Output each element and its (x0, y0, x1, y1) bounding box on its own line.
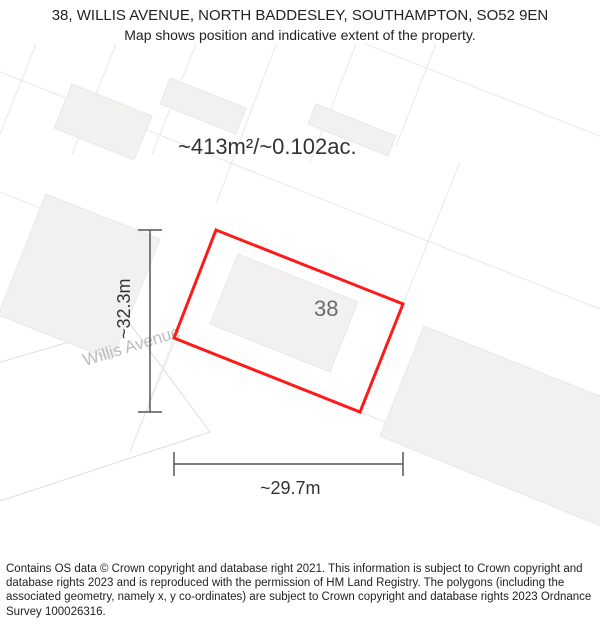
dim-h-label: ~29.7m (260, 478, 321, 498)
area-label: ~413m²/~0.102ac. (178, 134, 357, 159)
page-root: 38, WILLIS AVENUE, NORTH BADDESLEY, SOUT… (0, 0, 600, 625)
dim-v-label: ~32.3m (114, 278, 134, 339)
map-caption: Map shows position and indicative extent… (0, 26, 600, 44)
copyright-footer: Contains OS data © Crown copyright and d… (6, 562, 594, 620)
property-number: 38 (314, 296, 338, 321)
map-area: Willis Avenue38~413m²/~0.102ac.~29.7m~32… (0, 44, 600, 534)
header: 38, WILLIS AVENUE, NORTH BADDESLEY, SOUT… (0, 0, 600, 44)
address-title: 38, WILLIS AVENUE, NORTH BADDESLEY, SOUT… (0, 6, 600, 26)
map-svg: Willis Avenue38~413m²/~0.102ac.~29.7m~32… (0, 44, 600, 534)
